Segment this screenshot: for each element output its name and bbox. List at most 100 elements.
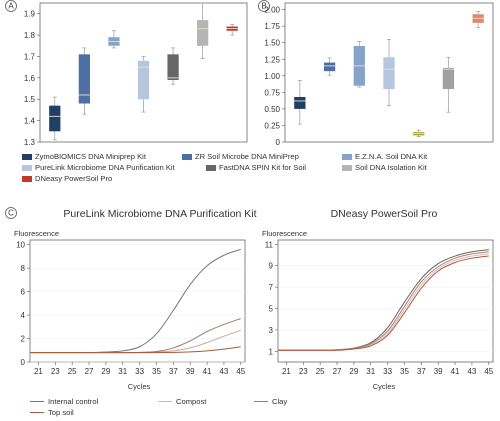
dneasy-xtick-label: 23 bbox=[299, 367, 308, 376]
legend-label: Compost bbox=[176, 397, 207, 406]
purelink-xtick-label: 33 bbox=[135, 367, 144, 376]
legend-line-swatch bbox=[254, 401, 268, 402]
legend-swatch bbox=[182, 153, 192, 160]
panel-a-box bbox=[49, 105, 61, 132]
panel-a-ytick-label: 1.7 bbox=[24, 52, 36, 61]
legend-swatch bbox=[342, 164, 352, 171]
purelink-ytick-label: 10 bbox=[16, 241, 25, 250]
purelink-chart-title: PureLink Microbiome DNA Purification Kit bbox=[63, 208, 256, 220]
legend-swatch bbox=[206, 164, 216, 171]
legend-swatch bbox=[22, 153, 32, 160]
legend-line-swatch bbox=[30, 412, 44, 413]
dneasy-xtick-label: 35 bbox=[400, 367, 409, 376]
purelink-xtick-label: 29 bbox=[101, 367, 110, 376]
dneasy-xtick-label: 41 bbox=[451, 367, 460, 376]
purelink-ytick-label: 8 bbox=[21, 264, 26, 273]
purelink-series-line bbox=[30, 346, 241, 354]
purelink-ytick-label: 2 bbox=[21, 335, 26, 344]
panel-b-ytick-label: 1.25 bbox=[264, 55, 280, 64]
legend-item-compost: Compost bbox=[158, 397, 206, 406]
panel-a-ytick-label: 1.6 bbox=[24, 74, 36, 83]
panel-a-boxplot: A 1.3 1.4 1.5 1.6 1.7 1.8 1.9 bbox=[5, 0, 248, 147]
panel-a-ytick-label: 1.5 bbox=[24, 95, 36, 104]
legend-label: Soil DNA Isolation Kit bbox=[355, 163, 427, 172]
dneasy-xtick-label: 25 bbox=[316, 367, 325, 376]
panel-b-ytick-label: 1.75 bbox=[264, 22, 280, 31]
legend-swatch bbox=[22, 175, 32, 182]
legend-line-swatch bbox=[30, 401, 44, 402]
purelink-xtick-label: 25 bbox=[68, 367, 77, 376]
purelink-xtick-label: 39 bbox=[186, 367, 195, 376]
purelink-plot-frame bbox=[29, 239, 246, 363]
purelink-ylabel: Fluorescence bbox=[14, 229, 59, 238]
panel-b-ytick-label: 1.00 bbox=[264, 72, 280, 81]
purelink-ytick-label: 4 bbox=[21, 311, 26, 320]
panel-b-ytick-label: 0.50 bbox=[264, 105, 280, 114]
dneasy-lines bbox=[278, 249, 489, 351]
panel-a-boxes bbox=[49, 2, 238, 141]
legend-item-fastdna: FastDNA SPIN Kit for Soil bbox=[206, 163, 306, 172]
panel-b-box bbox=[323, 62, 336, 72]
dneasy-xtick-label: 37 bbox=[417, 367, 426, 376]
legend-item-soil-isolation: Soil DNA Isolation Kit bbox=[342, 163, 427, 172]
legend-label: ZR Soil Microbe DNA MiniPrep bbox=[195, 152, 299, 161]
panel-a-box bbox=[167, 54, 179, 80]
panel-a-badge bbox=[5, 0, 17, 12]
legend-item-internal-control: Internal control bbox=[30, 397, 98, 406]
panel-b-boxes bbox=[294, 11, 484, 138]
dneasy-ytick-label: 3 bbox=[269, 326, 274, 335]
legend-item-purelink: PureLink Microbiome DNA Purification Kit bbox=[22, 163, 175, 172]
panel-a-ytick-label: 1.9 bbox=[24, 10, 36, 19]
legend-label: Clay bbox=[272, 397, 288, 406]
purelink-xtick-label: 35 bbox=[152, 367, 161, 376]
panel-b-badge bbox=[258, 0, 270, 12]
legend-label: Internal control bbox=[48, 397, 99, 406]
panel-b-axes: 0 0.25 0.50 0.75 1.00 1.25 1.50 1.75 2.00 bbox=[264, 2, 494, 147]
panel-b-box bbox=[383, 57, 395, 90]
panel-b-plot-frame bbox=[284, 2, 494, 143]
dneasy-xtick-label: 27 bbox=[333, 367, 342, 376]
panel-a-ytick-label: 1.4 bbox=[24, 117, 36, 126]
panel-b-ytick-label: 0.75 bbox=[264, 88, 280, 97]
legend-item-zymo: ZymoBIOMICS DNA Miniprep Kit bbox=[22, 152, 146, 161]
legend-label: Top soil bbox=[48, 408, 74, 417]
dneasy-ytick-label: 5 bbox=[269, 304, 274, 313]
legend-item-dneasy: DNeasy PowerSoil Pro bbox=[22, 174, 112, 183]
legend-swatch bbox=[22, 164, 32, 171]
kit-legend: ZymoBIOMICS DNA Miniprep Kit ZR Soil Mic… bbox=[22, 152, 492, 185]
dneasy-xtick-label: 21 bbox=[282, 367, 291, 376]
panel-c-badge bbox=[5, 207, 17, 219]
panel-b-ytick-label: 0.25 bbox=[264, 121, 280, 130]
dneasy-ytick-label: 1 bbox=[269, 347, 274, 356]
panel-a-ytick-label: 1.8 bbox=[24, 31, 36, 40]
purelink-ytick-label: 0 bbox=[21, 358, 26, 367]
purelink-xtick-label: 21 bbox=[34, 367, 43, 376]
dneasy-ytick-label: 11 bbox=[265, 240, 274, 249]
panel-c-label: C bbox=[8, 209, 14, 218]
legend-swatch bbox=[342, 153, 352, 160]
purelink-xtick-label: 45 bbox=[236, 367, 245, 376]
panel-a-label: A bbox=[8, 2, 14, 11]
dneasy-series-line bbox=[278, 255, 489, 351]
purelink-lines bbox=[30, 248, 241, 354]
legend-label: DNeasy PowerSoil Pro bbox=[35, 174, 113, 183]
purelink-series-line bbox=[30, 318, 241, 354]
panel-a-ytick-label: 1.3 bbox=[24, 138, 36, 147]
dneasy-chart-title: DNeasy PowerSoil Pro bbox=[331, 208, 438, 220]
dneasy-xtick-label: 29 bbox=[349, 367, 358, 376]
panel-c-dneasy-chart: DNeasy PowerSoil Pro Fluorescence Cycles… bbox=[262, 208, 494, 391]
purelink-xtick-label: 27 bbox=[85, 367, 94, 376]
purelink-series-line bbox=[30, 248, 241, 354]
panel-b-box bbox=[442, 67, 455, 90]
legend-item-clay: Clay bbox=[254, 397, 287, 406]
panel-a-box bbox=[78, 54, 90, 104]
dneasy-ytick-label: 9 bbox=[269, 262, 274, 271]
dneasy-plot-frame bbox=[277, 239, 494, 363]
legend-label: PureLink Microbiome DNA Purification Kit bbox=[35, 163, 175, 172]
legend-item-ezna: E.Z.N.A. Soil DNA Kit bbox=[342, 152, 427, 161]
legend-item-zr: ZR Soil Microbe DNA MiniPrep bbox=[182, 152, 299, 161]
purelink-series-line bbox=[30, 329, 241, 354]
dneasy-ylabel: Fluorescence bbox=[262, 229, 307, 238]
panel-b-ytick-label: 1.50 bbox=[264, 39, 280, 48]
